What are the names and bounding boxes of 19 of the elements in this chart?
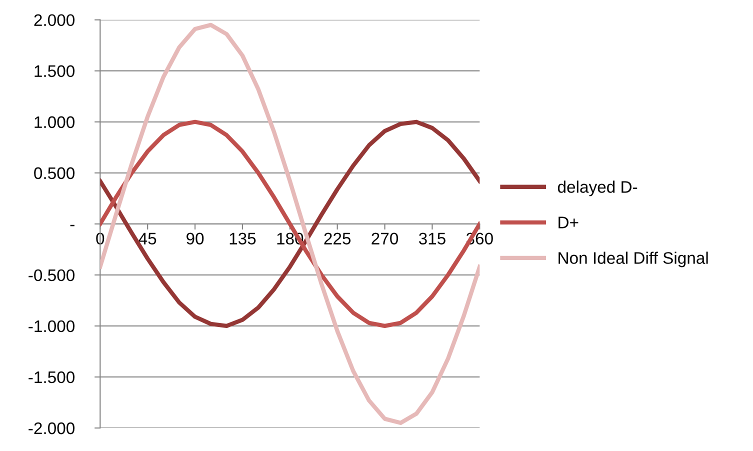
x-tick-label: 45: [138, 232, 156, 244]
y-tick-label: -1.000: [28, 320, 74, 332]
x-tick-label: 225: [324, 232, 351, 244]
y-tick-label: 1.000: [34, 116, 74, 128]
x-tick-label: 135: [230, 232, 256, 244]
y-tick-label: 1.500: [34, 65, 74, 78]
x-tick-label: 0: [96, 232, 104, 244]
y-tick-label: 0.500: [34, 167, 74, 180]
y-tick-label: -: [70, 224, 74, 226]
legend-label: D+: [558, 216, 578, 228]
y-tick-label: -1.500: [28, 371, 74, 384]
x-tick-label: 90: [186, 232, 204, 244]
x-tick-label: 270: [372, 232, 398, 244]
legend-label: Non Ideal Diff Signal: [558, 252, 708, 268]
legend-label: delayed D-: [558, 180, 638, 196]
x-tick-label: 315: [418, 232, 446, 244]
y-tick-label: -0.500: [28, 269, 74, 282]
y-tick-label: 2.000: [34, 14, 74, 26]
y-tick-label: -2.000: [28, 422, 74, 434]
